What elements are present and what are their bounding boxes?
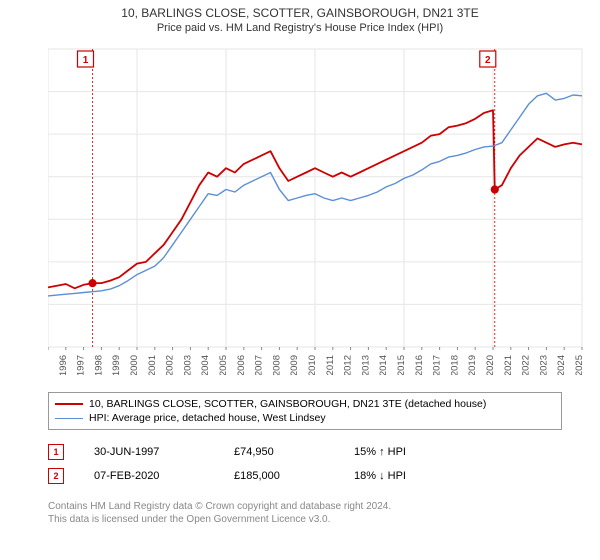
legend-row: 10, BARLINGS CLOSE, SCOTTER, GAINSBOROUG…: [55, 397, 555, 411]
x-tick-label: 2004: [200, 355, 211, 375]
sales-table: 1 30-JUN-1997 £74,950 15% ↑ HPI 2 07-FEB-2020…: [48, 440, 414, 488]
x-tick-label: 1999: [111, 355, 122, 375]
x-tick-label: 2019: [467, 355, 478, 375]
sale-date: 07-FEB-2020: [94, 470, 204, 482]
sale-marker-num: 2: [485, 55, 491, 66]
sale-row: 2 07-FEB-2020 £185,000 18% ↓ HPI: [48, 464, 414, 488]
x-tick-label: 1996: [58, 355, 69, 375]
legend-label: 10, BARLINGS CLOSE, SCOTTER, GAINSBOROUG…: [89, 398, 486, 410]
legend-swatch: [55, 418, 83, 419]
sale-marker: 1: [48, 444, 64, 460]
sale-hpi-delta: 15% ↑ HPI: [354, 446, 414, 458]
legend-row: HPI: Average price, detached house, West…: [55, 411, 555, 425]
sale-price: £185,000: [234, 470, 324, 482]
x-tick-label: 2025: [574, 355, 585, 375]
chart-title-block: 10, BARLINGS CLOSE, SCOTTER, GAINSBOROUG…: [0, 0, 600, 34]
price-chart: £0£50K£100K£150K£200K£250K£300K£350K1995…: [48, 45, 588, 375]
x-tick-label: 2006: [236, 355, 247, 375]
x-tick-label: 2021: [503, 355, 514, 375]
x-tick-label: 2012: [343, 355, 354, 375]
x-tick-label: 2007: [254, 355, 265, 375]
x-tick-label: 2005: [218, 355, 229, 375]
legend: 10, BARLINGS CLOSE, SCOTTER, GAINSBOROUG…: [48, 392, 562, 430]
footer-line1: Contains HM Land Registry data © Crown c…: [48, 500, 391, 513]
x-tick-label: 2009: [289, 355, 300, 375]
sale-date: 30-JUN-1997: [94, 446, 204, 458]
x-tick-label: 2015: [396, 355, 407, 375]
x-tick-label: 2018: [449, 355, 460, 375]
x-tick-label: 2008: [271, 355, 282, 375]
x-tick-label: 2002: [165, 355, 176, 375]
x-tick-label: 2000: [129, 355, 140, 375]
chart-title-sub: Price paid vs. HM Land Registry's House …: [0, 22, 600, 34]
x-tick-label: 1998: [93, 355, 104, 375]
legend-label: HPI: Average price, detached house, West…: [89, 412, 326, 424]
footer-line2: This data is licensed under the Open Gov…: [48, 513, 391, 526]
sale-hpi-delta: 18% ↓ HPI: [354, 470, 414, 482]
sale-row: 1 30-JUN-1997 £74,950 15% ↑ HPI: [48, 440, 414, 464]
sale-price: £74,950: [234, 446, 324, 458]
x-tick-label: 1995: [48, 355, 51, 375]
x-tick-label: 2013: [360, 355, 371, 375]
x-tick-label: 2010: [307, 355, 318, 375]
sale-marker-num: 1: [83, 55, 89, 66]
x-tick-label: 2024: [556, 355, 567, 375]
x-tick-label: 2014: [378, 355, 389, 375]
x-tick-label: 1997: [76, 355, 87, 375]
legend-swatch: [55, 403, 83, 405]
x-tick-label: 2023: [538, 355, 549, 375]
x-tick-label: 2003: [182, 355, 193, 375]
chart-title-main: 10, BARLINGS CLOSE, SCOTTER, GAINSBOROUG…: [0, 6, 600, 20]
sale-marker: 2: [48, 468, 64, 484]
x-tick-label: 2016: [414, 355, 425, 375]
footer-attribution: Contains HM Land Registry data © Crown c…: [48, 500, 391, 526]
x-tick-label: 2017: [432, 355, 443, 375]
x-tick-label: 2011: [325, 355, 336, 375]
x-tick-label: 2022: [521, 355, 532, 375]
x-tick-label: 2020: [485, 355, 496, 375]
x-tick-label: 2001: [147, 355, 158, 375]
